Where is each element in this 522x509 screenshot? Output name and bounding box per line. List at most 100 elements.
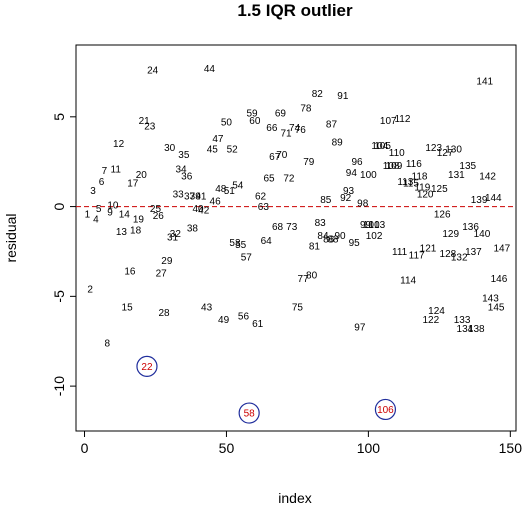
point-18: 18 <box>130 225 142 236</box>
point-130: 130 <box>445 145 462 156</box>
point-104: 104 <box>371 141 388 152</box>
point-25: 25 <box>150 204 162 215</box>
y-tick-label: -5 <box>51 290 67 303</box>
point-13: 13 <box>116 227 128 238</box>
point-125: 125 <box>431 184 448 195</box>
point-114: 114 <box>400 276 416 287</box>
x-tick-label: 0 <box>81 440 89 456</box>
point-128: 128 <box>440 249 457 260</box>
point-4: 4 <box>93 215 99 226</box>
point-44: 44 <box>204 64 216 75</box>
point-35: 35 <box>178 150 190 161</box>
point-39: 39 <box>190 191 202 202</box>
point-113: 113 <box>397 177 413 188</box>
point-126: 126 <box>434 209 451 220</box>
point-85: 85 <box>320 195 332 206</box>
outlier-circle-58 <box>238 402 260 424</box>
point-41: 41 <box>195 191 207 202</box>
point-90: 90 <box>334 231 346 242</box>
point-96: 96 <box>351 157 363 168</box>
point-34: 34 <box>175 164 187 175</box>
point-87: 87 <box>326 119 338 130</box>
point-61: 61 <box>252 319 264 330</box>
point-9: 9 <box>107 207 113 218</box>
point-109: 109 <box>386 161 403 172</box>
point-101: 101 <box>363 220 380 231</box>
outlier-circle-106 <box>374 398 397 421</box>
point-137: 137 <box>465 247 482 258</box>
point-15: 15 <box>122 303 134 314</box>
y-axis-title: residual <box>3 213 19 262</box>
point-141: 141 <box>476 76 493 87</box>
point-123: 123 <box>425 143 442 154</box>
point-38: 38 <box>187 224 199 235</box>
point-27: 27 <box>156 269 168 280</box>
point-136: 136 <box>462 222 479 233</box>
point-53: 53 <box>229 238 241 249</box>
point-17: 17 <box>127 179 139 190</box>
point-64: 64 <box>261 236 273 247</box>
point-98: 98 <box>357 198 369 209</box>
point-24: 24 <box>147 66 159 77</box>
point-45: 45 <box>207 145 219 156</box>
x-axis-title: index <box>278 490 311 506</box>
point-88: 88 <box>327 234 339 245</box>
point-106: 106 <box>377 405 394 416</box>
point-86: 86 <box>323 234 335 245</box>
point-47: 47 <box>212 134 224 145</box>
point-84: 84 <box>317 231 329 242</box>
x-axis: 0 50 100 150 <box>81 431 522 456</box>
point-54: 54 <box>232 181 244 192</box>
point-89: 89 <box>332 137 344 148</box>
point-80: 80 <box>306 270 318 281</box>
point-74: 74 <box>289 123 301 134</box>
point-60: 60 <box>249 116 261 127</box>
point-108: 108 <box>383 161 400 172</box>
point-8: 8 <box>104 339 110 350</box>
x-tick-label: 100 <box>357 440 381 456</box>
point-28: 28 <box>158 308 170 319</box>
point-120: 120 <box>417 190 434 201</box>
point-63: 63 <box>258 202 270 213</box>
point-94: 94 <box>346 168 358 179</box>
point-140: 140 <box>474 229 491 240</box>
x-tick-label: 150 <box>499 440 522 456</box>
point-46: 46 <box>210 197 222 208</box>
point-16: 16 <box>124 267 136 278</box>
point-14: 14 <box>119 209 131 220</box>
point-131: 131 <box>448 170 465 181</box>
point-12: 12 <box>113 139 125 150</box>
point-133: 133 <box>454 315 471 326</box>
point-21: 21 <box>139 116 151 127</box>
point-62: 62 <box>255 191 267 202</box>
point-142: 142 <box>479 172 496 183</box>
point-70: 70 <box>276 150 288 161</box>
point-147: 147 <box>493 243 510 254</box>
point-labels: 1234567891011121314151617181920212223242… <box>85 64 511 420</box>
point-11: 11 <box>111 164 122 175</box>
point-112: 112 <box>394 114 410 125</box>
y-axis: -10 -5 0 5 <box>51 113 76 396</box>
point-111: 111 <box>392 247 408 258</box>
point-32: 32 <box>170 229 182 240</box>
point-132: 132 <box>451 252 468 263</box>
point-29: 29 <box>161 256 173 267</box>
point-71: 71 <box>281 128 293 139</box>
point-72: 72 <box>283 173 295 184</box>
point-81: 81 <box>309 242 321 253</box>
point-82: 82 <box>312 89 324 100</box>
point-110: 110 <box>389 148 405 159</box>
point-134: 134 <box>457 324 474 335</box>
point-5: 5 <box>96 204 102 215</box>
point-67: 67 <box>269 152 281 163</box>
point-139: 139 <box>471 195 488 206</box>
point-127: 127 <box>437 148 454 159</box>
point-119: 119 <box>414 182 430 193</box>
point-76: 76 <box>295 125 307 136</box>
y-tick-label: 5 <box>51 113 67 121</box>
point-107: 107 <box>380 116 397 127</box>
x-tick-label: 50 <box>219 440 235 456</box>
point-79: 79 <box>303 157 315 168</box>
point-3: 3 <box>90 186 96 197</box>
